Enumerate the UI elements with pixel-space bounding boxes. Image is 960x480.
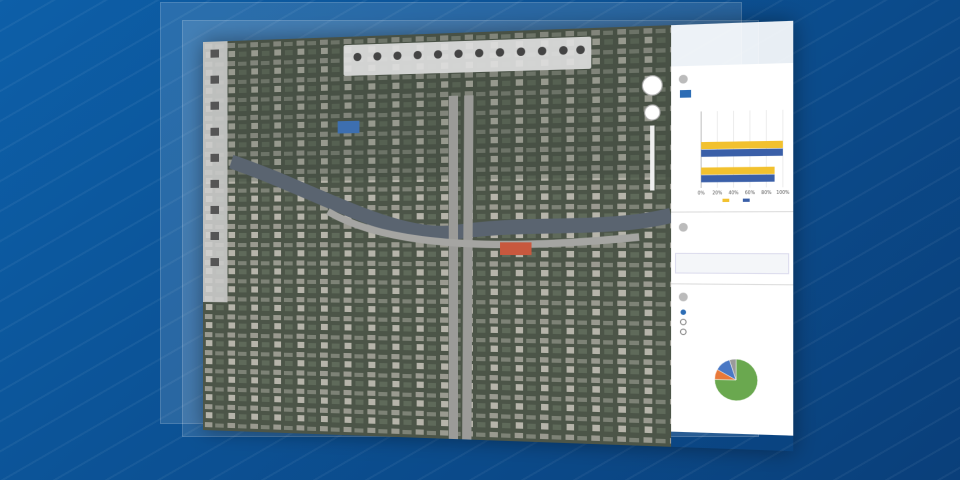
map-shade	[203, 25, 672, 183]
tab-active[interactable]	[679, 89, 692, 98]
bar	[701, 148, 783, 157]
table-row	[676, 253, 789, 273]
map[interactable]	[203, 25, 672, 447]
bar	[701, 140, 783, 150]
x-tick-label: 100%	[776, 189, 789, 195]
bar	[701, 166, 775, 175]
screen-stage: 0% 20% 40% 60% 80% 100%	[203, 20, 770, 430]
right-panel	[671, 62, 794, 436]
ui: 0% 20% 40% 60% 80% 100%	[203, 20, 794, 451]
toolbar	[343, 36, 592, 76]
left-sidebar	[203, 41, 228, 303]
right-panel-top	[671, 20, 794, 67]
x-tick-label: 80%	[761, 190, 771, 196]
bar	[701, 174, 775, 183]
x-tick-label: 20%	[712, 190, 722, 196]
roof	[337, 120, 360, 134]
x-tick-label: 0%	[698, 190, 705, 196]
zoom-slider[interactable]	[650, 125, 655, 191]
panel-icon	[678, 222, 688, 232]
compass[interactable]	[642, 75, 662, 95]
bar-chart: 0% 20% 40% 60% 80% 100%	[698, 110, 790, 203]
legend-swatch	[742, 198, 750, 202]
legend-swatch	[722, 198, 730, 203]
roof	[500, 242, 532, 256]
pan-control[interactable]	[645, 105, 660, 120]
sidebar-icons	[210, 49, 219, 266]
x-tick-label: 60%	[745, 190, 755, 196]
x-tick-label: 40%	[729, 190, 739, 196]
screen: 0% 20% 40% 60% 80% 100%	[203, 20, 794, 451]
